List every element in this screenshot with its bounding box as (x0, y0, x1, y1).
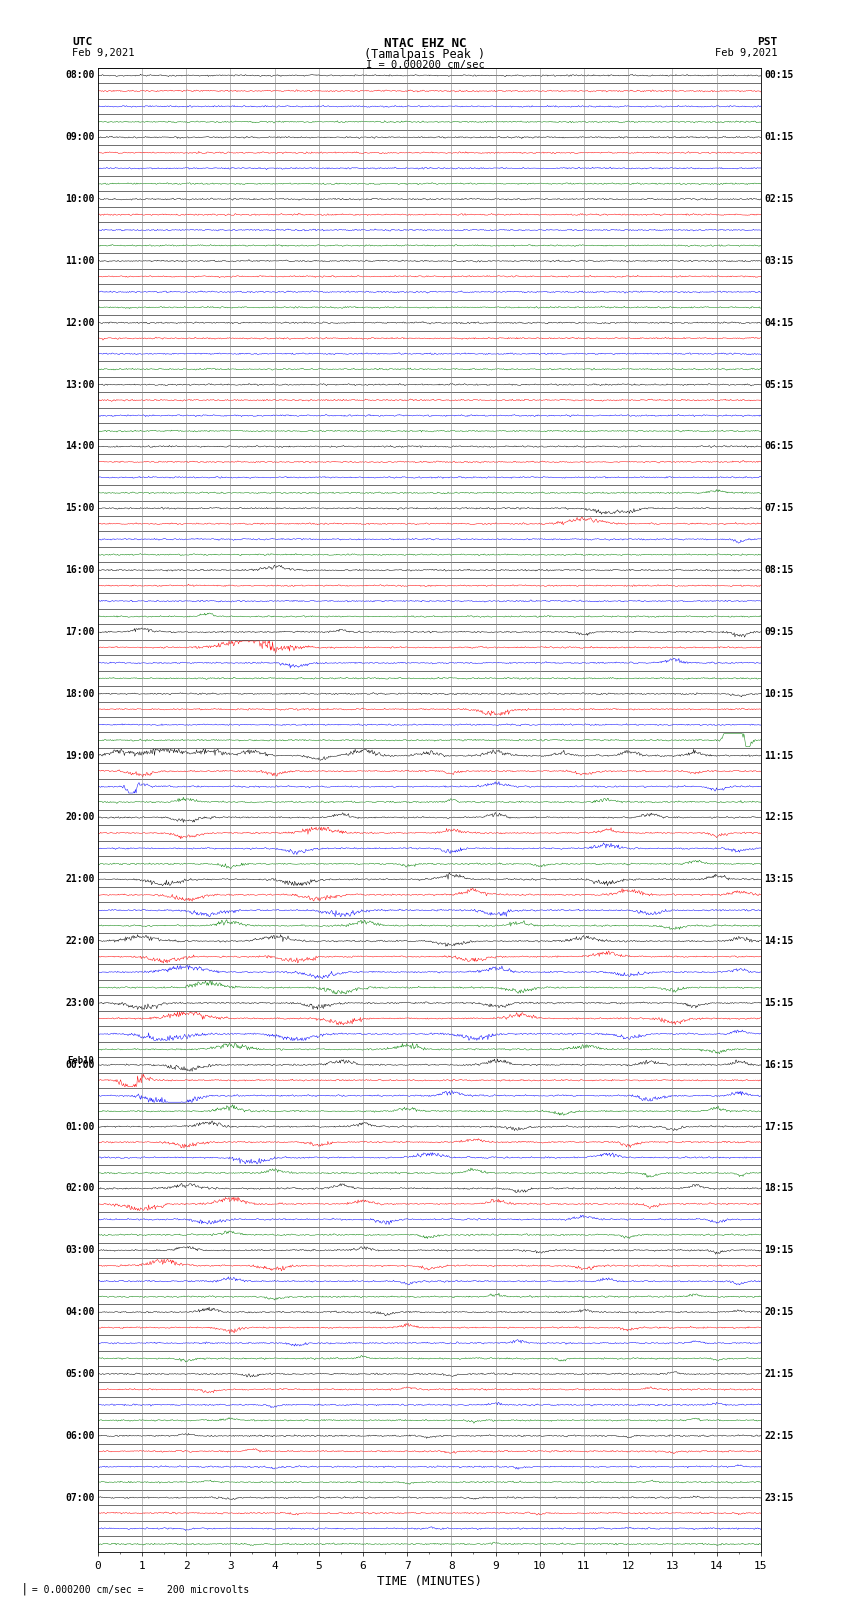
Text: I = 0.000200 cm/sec: I = 0.000200 cm/sec (366, 60, 484, 69)
Text: 05:00: 05:00 (65, 1369, 94, 1379)
Text: 21:00: 21:00 (65, 874, 94, 884)
Text: Feb 9,2021: Feb 9,2021 (72, 48, 135, 58)
Text: 21:15: 21:15 (764, 1369, 793, 1379)
Text: 03:00: 03:00 (65, 1245, 94, 1255)
Text: 00:00: 00:00 (65, 1060, 94, 1069)
Text: 11:15: 11:15 (764, 750, 793, 761)
Text: 07:00: 07:00 (65, 1492, 94, 1503)
Text: 23:00: 23:00 (65, 998, 94, 1008)
Text: 15:15: 15:15 (764, 998, 793, 1008)
Text: PST: PST (757, 37, 778, 47)
Text: 20:00: 20:00 (65, 813, 94, 823)
Text: 10:15: 10:15 (764, 689, 793, 698)
Text: 22:00: 22:00 (65, 936, 94, 947)
Text: 15:00: 15:00 (65, 503, 94, 513)
Text: Feb 9,2021: Feb 9,2021 (715, 48, 778, 58)
Text: 09:15: 09:15 (764, 627, 793, 637)
Text: 12:00: 12:00 (65, 318, 94, 327)
Text: 23:15: 23:15 (764, 1492, 793, 1503)
Text: 08:15: 08:15 (764, 565, 793, 576)
Text: 19:00: 19:00 (65, 750, 94, 761)
Text: 22:15: 22:15 (764, 1431, 793, 1440)
Text: 10:00: 10:00 (65, 194, 94, 205)
Text: UTC: UTC (72, 37, 93, 47)
Text: |: | (21, 1582, 29, 1595)
Text: 16:00: 16:00 (65, 565, 94, 576)
Text: 18:00: 18:00 (65, 689, 94, 698)
Text: 14:00: 14:00 (65, 442, 94, 452)
Text: = 0.000200 cm/sec =    200 microvolts: = 0.000200 cm/sec = 200 microvolts (26, 1586, 249, 1595)
Text: 00:15: 00:15 (764, 71, 793, 81)
Text: 17:00: 17:00 (65, 627, 94, 637)
Text: 04:00: 04:00 (65, 1307, 94, 1318)
Text: 08:00: 08:00 (65, 71, 94, 81)
Text: 02:15: 02:15 (764, 194, 793, 205)
Text: Feb10: Feb10 (67, 1055, 94, 1065)
Text: 05:15: 05:15 (764, 379, 793, 390)
Text: 12:15: 12:15 (764, 813, 793, 823)
Text: 13:15: 13:15 (764, 874, 793, 884)
Text: 01:00: 01:00 (65, 1121, 94, 1132)
Text: (Tamalpais Peak ): (Tamalpais Peak ) (365, 48, 485, 61)
Text: 06:00: 06:00 (65, 1431, 94, 1440)
Text: 18:15: 18:15 (764, 1184, 793, 1194)
Text: 01:15: 01:15 (764, 132, 793, 142)
Text: 03:15: 03:15 (764, 256, 793, 266)
Text: 17:15: 17:15 (764, 1121, 793, 1132)
Text: 02:00: 02:00 (65, 1184, 94, 1194)
Text: 07:15: 07:15 (764, 503, 793, 513)
Text: 14:15: 14:15 (764, 936, 793, 947)
Text: 11:00: 11:00 (65, 256, 94, 266)
Text: 19:15: 19:15 (764, 1245, 793, 1255)
Text: NTAC EHZ NC: NTAC EHZ NC (383, 37, 467, 50)
Text: 20:15: 20:15 (764, 1307, 793, 1318)
Text: 06:15: 06:15 (764, 442, 793, 452)
Text: 16:15: 16:15 (764, 1060, 793, 1069)
Text: 13:00: 13:00 (65, 379, 94, 390)
X-axis label: TIME (MINUTES): TIME (MINUTES) (377, 1574, 482, 1587)
Text: 04:15: 04:15 (764, 318, 793, 327)
Text: 09:00: 09:00 (65, 132, 94, 142)
